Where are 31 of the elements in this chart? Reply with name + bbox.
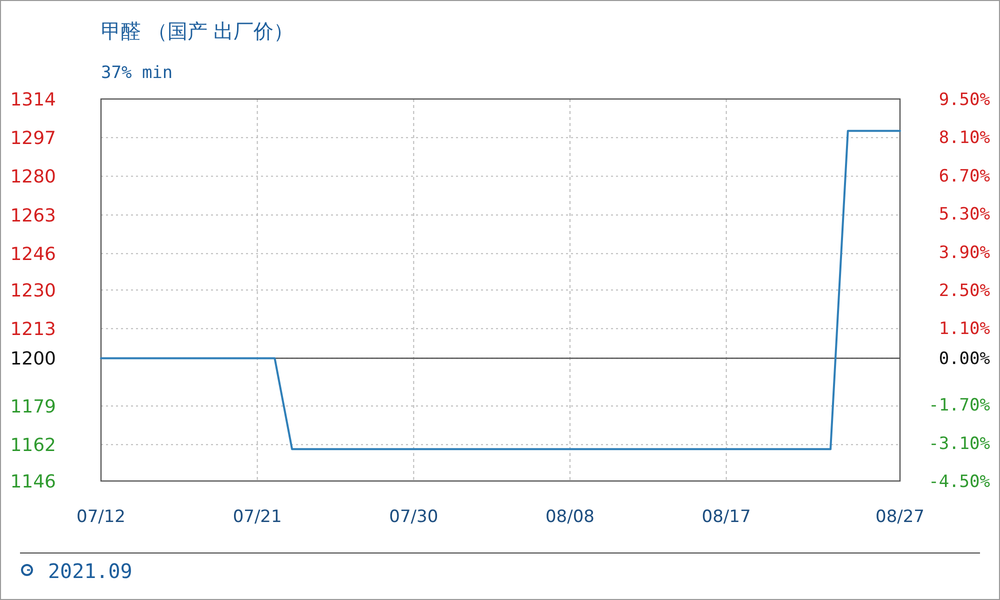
y2-tick-label: -1.70% (928, 396, 990, 416)
x-tick-label: 08/08 (545, 507, 594, 527)
x-tick-label: 07/21 (232, 507, 282, 527)
y-tick-label: 1146 (10, 471, 56, 492)
y-tick-label: 1280 (10, 166, 56, 188)
x-tick-label: 08/27 (876, 507, 924, 527)
y2-tick-label: 3.90% (938, 242, 990, 263)
y2-tick-label: -3.10% (928, 434, 990, 454)
y-tick-label: 1179 (10, 396, 56, 418)
y-tick-label: 1246 (10, 244, 56, 265)
y2-tick-label: -4.50% (928, 472, 990, 492)
y2-tick-label: 5.30% (938, 204, 990, 225)
y2-tick-label: 6.70% (938, 166, 990, 186)
y2-tick-label: 0.00% (938, 349, 990, 370)
x-tick-label: 08/17 (702, 507, 751, 527)
y-tick-label: 1314 (10, 89, 56, 110)
y2-tick-label: 8.10% (938, 128, 990, 148)
chart-subtitle: 37% min (101, 63, 173, 83)
text: 2021.09 (48, 559, 132, 583)
y-tick-label: 1230 (10, 280, 56, 302)
y-tick-label: 1162 (10, 434, 56, 456)
y-tick-label: 1297 (10, 128, 56, 149)
y-tick-label: 1213 (10, 318, 56, 340)
y-tick-label: 1200 (10, 348, 56, 370)
y2-tick-label: 2.50% (938, 280, 990, 301)
x-tick-label: 07/30 (389, 507, 438, 527)
y2-tick-label: 9.50% (938, 90, 990, 110)
y2-tick-label: 1.10% (938, 319, 990, 340)
x-tick-label: 07/12 (76, 507, 126, 527)
y-tick-label: 1263 (10, 205, 56, 226)
chart-title: 甲醛 （国产 出厂价） (101, 19, 294, 43)
